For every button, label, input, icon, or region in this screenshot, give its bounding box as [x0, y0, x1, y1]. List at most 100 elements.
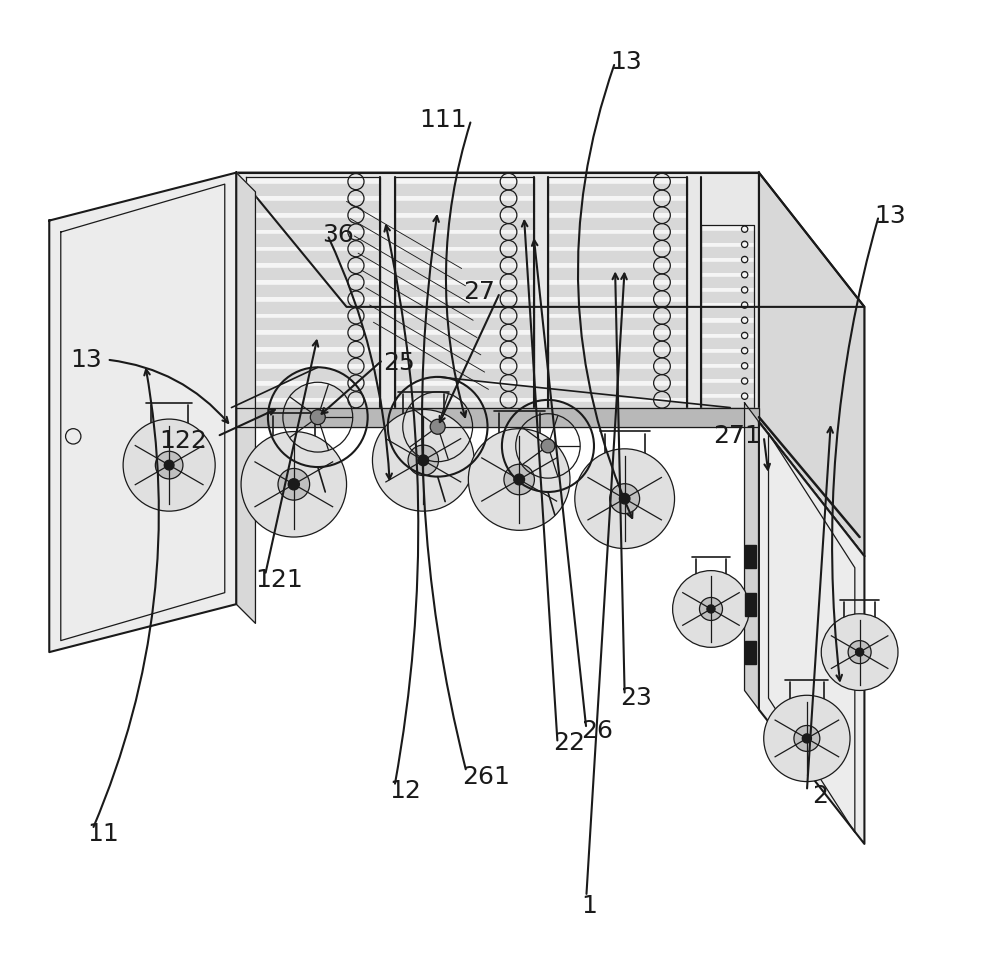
Text: 13: 13: [70, 347, 102, 372]
Polygon shape: [548, 352, 687, 363]
Circle shape: [794, 725, 820, 752]
Polygon shape: [395, 302, 534, 312]
Text: 1: 1: [582, 894, 597, 919]
Polygon shape: [395, 336, 534, 345]
Polygon shape: [49, 173, 236, 652]
Polygon shape: [701, 277, 754, 286]
Polygon shape: [395, 352, 534, 363]
Polygon shape: [701, 246, 754, 256]
Polygon shape: [246, 336, 380, 345]
Circle shape: [164, 460, 174, 470]
Text: 121: 121: [255, 568, 303, 593]
Circle shape: [241, 432, 347, 537]
Polygon shape: [701, 399, 754, 408]
Polygon shape: [701, 338, 754, 347]
Polygon shape: [701, 368, 754, 377]
Text: 26: 26: [582, 718, 614, 743]
Polygon shape: [236, 173, 255, 623]
Polygon shape: [395, 386, 534, 396]
Polygon shape: [701, 384, 754, 392]
Text: 13: 13: [610, 50, 642, 75]
Polygon shape: [548, 235, 687, 245]
Text: 23: 23: [620, 686, 652, 711]
Polygon shape: [246, 352, 380, 363]
Circle shape: [541, 439, 555, 453]
Text: 12: 12: [390, 779, 422, 804]
Text: 27: 27: [463, 280, 495, 305]
Circle shape: [372, 409, 474, 511]
Polygon shape: [246, 184, 380, 195]
Polygon shape: [759, 173, 864, 556]
Circle shape: [707, 605, 715, 613]
Polygon shape: [395, 318, 534, 328]
Circle shape: [610, 483, 640, 514]
Polygon shape: [548, 403, 687, 412]
Polygon shape: [548, 218, 687, 228]
Polygon shape: [246, 251, 380, 262]
Polygon shape: [395, 235, 534, 245]
Polygon shape: [395, 369, 534, 379]
Text: 11: 11: [88, 822, 119, 847]
Polygon shape: [236, 408, 759, 427]
Polygon shape: [548, 318, 687, 328]
Bar: [745, 641, 756, 664]
Polygon shape: [246, 177, 380, 412]
Bar: [745, 545, 756, 568]
Polygon shape: [395, 269, 534, 278]
Polygon shape: [548, 302, 687, 312]
Polygon shape: [548, 201, 687, 211]
Text: 2: 2: [812, 784, 828, 808]
Polygon shape: [395, 403, 534, 412]
Polygon shape: [395, 218, 534, 228]
Polygon shape: [759, 422, 864, 844]
Polygon shape: [548, 386, 687, 396]
Polygon shape: [395, 251, 534, 262]
Polygon shape: [246, 218, 380, 228]
Circle shape: [288, 479, 299, 490]
Polygon shape: [395, 184, 534, 195]
Text: 25: 25: [383, 350, 415, 375]
Circle shape: [310, 409, 325, 425]
Polygon shape: [246, 386, 380, 396]
Bar: [745, 593, 756, 616]
Polygon shape: [548, 177, 687, 412]
Circle shape: [430, 419, 445, 434]
Polygon shape: [745, 403, 759, 710]
Circle shape: [856, 648, 864, 656]
Polygon shape: [548, 269, 687, 278]
Polygon shape: [701, 308, 754, 316]
Text: 271: 271: [713, 424, 761, 449]
Text: 36: 36: [323, 222, 354, 247]
Circle shape: [802, 734, 811, 743]
Circle shape: [699, 597, 722, 620]
Circle shape: [514, 474, 525, 485]
Polygon shape: [236, 173, 759, 422]
Polygon shape: [246, 269, 380, 278]
Circle shape: [821, 614, 898, 690]
Circle shape: [123, 419, 215, 511]
Polygon shape: [395, 285, 534, 295]
Polygon shape: [701, 231, 754, 241]
Polygon shape: [246, 302, 380, 312]
Polygon shape: [395, 177, 534, 412]
Polygon shape: [701, 262, 754, 270]
Polygon shape: [548, 184, 687, 195]
Polygon shape: [246, 369, 380, 379]
Circle shape: [468, 429, 570, 530]
Text: 261: 261: [462, 764, 510, 789]
Circle shape: [848, 641, 871, 664]
Circle shape: [418, 455, 429, 466]
Text: 22: 22: [553, 731, 585, 756]
Polygon shape: [246, 403, 380, 412]
Polygon shape: [246, 201, 380, 211]
Polygon shape: [246, 318, 380, 328]
Text: 122: 122: [160, 429, 208, 454]
Text: 13: 13: [874, 203, 906, 228]
Polygon shape: [246, 235, 380, 245]
Polygon shape: [701, 225, 754, 408]
Polygon shape: [548, 251, 687, 262]
Polygon shape: [548, 369, 687, 379]
Polygon shape: [236, 173, 864, 307]
Polygon shape: [701, 292, 754, 301]
Polygon shape: [548, 285, 687, 295]
